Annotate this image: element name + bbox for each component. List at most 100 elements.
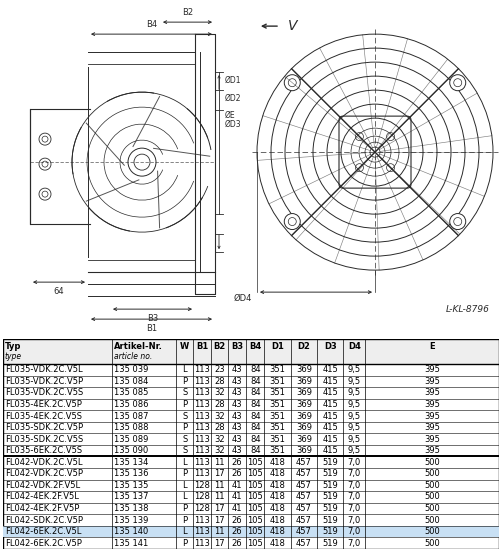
Text: 351: 351 <box>269 411 285 421</box>
Text: 9,5: 9,5 <box>347 365 360 375</box>
Circle shape <box>284 213 300 229</box>
Text: B2: B2 <box>181 8 193 17</box>
Text: 369: 369 <box>295 411 311 421</box>
Text: 351: 351 <box>269 434 285 444</box>
Text: 519: 519 <box>322 458 338 467</box>
Text: 11: 11 <box>214 492 224 502</box>
Text: 43: 43 <box>231 365 241 375</box>
Text: P: P <box>182 538 187 548</box>
Text: 7,0: 7,0 <box>347 538 360 548</box>
Text: 457: 457 <box>296 458 311 467</box>
Text: 105: 105 <box>247 538 263 548</box>
Text: FL042-4EK.2F.V5L: FL042-4EK.2F.V5L <box>5 492 79 502</box>
Text: 113: 113 <box>194 527 209 536</box>
Text: FL035-SDK.2C.V5S: FL035-SDK.2C.V5S <box>5 434 83 444</box>
Text: P: P <box>182 515 187 525</box>
Text: 135 090: 135 090 <box>114 446 148 455</box>
Text: 418: 418 <box>269 481 285 490</box>
Text: 418: 418 <box>269 469 285 478</box>
Text: 84: 84 <box>249 446 260 455</box>
Text: 135 140: 135 140 <box>114 527 148 536</box>
Text: 17: 17 <box>214 504 224 513</box>
Text: 113: 113 <box>194 515 209 525</box>
Text: type: type <box>5 352 22 361</box>
Text: 395: 395 <box>424 365 439 375</box>
Text: 105: 105 <box>247 492 263 502</box>
Text: D1: D1 <box>271 342 284 351</box>
Text: 369: 369 <box>295 388 311 398</box>
Text: 519: 519 <box>322 538 338 548</box>
Text: 113: 113 <box>194 423 209 432</box>
Text: 500: 500 <box>424 538 439 548</box>
Text: 26: 26 <box>231 469 241 478</box>
Text: 395: 395 <box>424 411 439 421</box>
Text: 395: 395 <box>424 400 439 409</box>
Text: 500: 500 <box>424 481 439 490</box>
Text: 415: 415 <box>322 388 338 398</box>
Text: D4: D4 <box>347 342 360 351</box>
Text: 32: 32 <box>214 446 224 455</box>
Text: 500: 500 <box>424 515 439 525</box>
Text: 415: 415 <box>322 411 338 421</box>
Text: 84: 84 <box>249 388 260 398</box>
Text: FL035-SDK.2C.V5P: FL035-SDK.2C.V5P <box>5 423 83 432</box>
Text: 519: 519 <box>322 492 338 502</box>
Text: B3: B3 <box>147 314 158 323</box>
Text: 369: 369 <box>295 365 311 375</box>
Text: 369: 369 <box>295 377 311 386</box>
Text: 9,5: 9,5 <box>347 434 360 444</box>
Text: 519: 519 <box>322 504 338 513</box>
Text: 519: 519 <box>322 469 338 478</box>
Text: 9,5: 9,5 <box>347 446 360 455</box>
Text: 418: 418 <box>269 458 285 467</box>
Text: 500: 500 <box>424 492 439 502</box>
Bar <box>3 526 498 537</box>
Text: 415: 415 <box>322 446 338 455</box>
Text: B2: B2 <box>213 342 225 351</box>
Text: 43: 43 <box>231 411 241 421</box>
Text: 135 134: 135 134 <box>114 458 148 467</box>
Text: 395: 395 <box>424 446 439 455</box>
Text: 105: 105 <box>247 504 263 513</box>
Text: 418: 418 <box>269 515 285 525</box>
Text: 26: 26 <box>231 527 241 536</box>
Text: 41: 41 <box>231 504 241 513</box>
Text: 395: 395 <box>424 377 439 386</box>
Text: S: S <box>182 434 187 444</box>
Text: 32: 32 <box>214 411 224 421</box>
Text: FL035-VDK.2C.V5L: FL035-VDK.2C.V5L <box>5 365 83 375</box>
Text: 500: 500 <box>424 527 439 536</box>
Text: ØD4: ØD4 <box>233 294 252 303</box>
Text: B3: B3 <box>230 342 242 351</box>
Text: 128: 128 <box>194 492 209 502</box>
Text: 17: 17 <box>214 538 224 548</box>
Text: P: P <box>182 504 187 513</box>
Text: 105: 105 <box>247 515 263 525</box>
Text: 135 138: 135 138 <box>114 504 148 513</box>
Text: FL042-6EK.2C.V5P: FL042-6EK.2C.V5P <box>5 538 82 548</box>
Circle shape <box>449 213 465 229</box>
Text: 84: 84 <box>249 377 260 386</box>
Text: 395: 395 <box>424 434 439 444</box>
Text: 17: 17 <box>214 469 224 478</box>
Text: article no.: article no. <box>114 352 152 361</box>
Text: FL035-6EK.2C.V5S: FL035-6EK.2C.V5S <box>5 446 82 455</box>
Text: 41: 41 <box>231 492 241 502</box>
Text: 415: 415 <box>322 423 338 432</box>
Text: 415: 415 <box>322 377 338 386</box>
Text: P: P <box>182 469 187 478</box>
Text: 11: 11 <box>214 458 224 467</box>
Text: 7,0: 7,0 <box>347 469 360 478</box>
Text: 17: 17 <box>214 515 224 525</box>
Text: FL042-6EK.2C.V5L: FL042-6EK.2C.V5L <box>5 527 81 536</box>
Text: 418: 418 <box>269 504 285 513</box>
Text: 519: 519 <box>322 515 338 525</box>
Text: ØE: ØE <box>224 111 235 120</box>
Text: 457: 457 <box>296 469 311 478</box>
Text: 9,5: 9,5 <box>347 400 360 409</box>
Text: ØD3: ØD3 <box>224 120 241 129</box>
Text: 32: 32 <box>214 388 224 398</box>
Text: 128: 128 <box>194 481 209 490</box>
Text: 415: 415 <box>322 400 338 409</box>
Text: 351: 351 <box>269 400 285 409</box>
